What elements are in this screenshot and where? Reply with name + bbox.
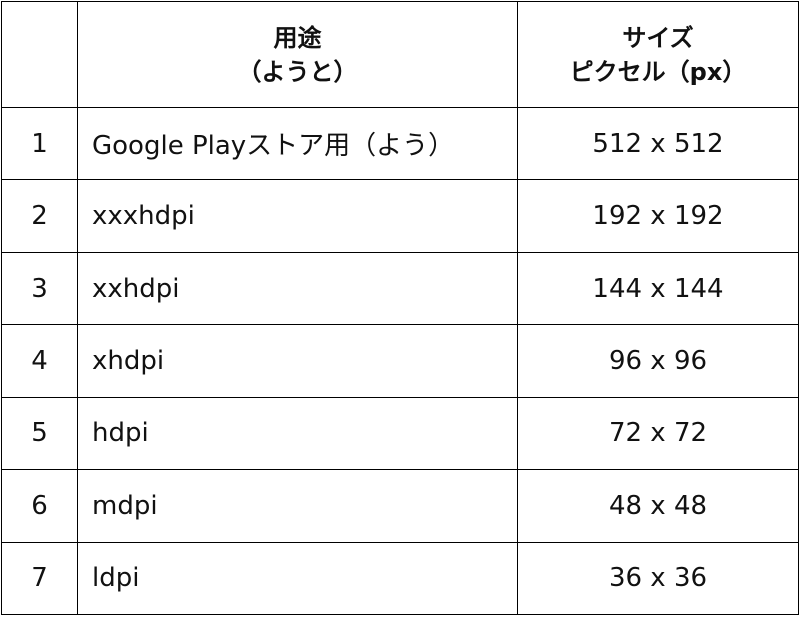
table-row: 5 hdpi 72 x 72 xyxy=(1,396,799,471)
row-number: 3 xyxy=(1,251,78,326)
table-header: 用途 （ようと） サイズ ピクセル（px） xyxy=(1,1,799,108)
row-number: 6 xyxy=(1,469,78,543)
row-size: 192 x 192 xyxy=(517,179,799,253)
row-size: 512 x 512 xyxy=(517,106,799,181)
row-use: Google Playストア用（よう） xyxy=(77,106,518,181)
header-use-label: 用途 xyxy=(273,23,322,52)
row-size: 36 x 36 xyxy=(517,541,799,616)
row-use: mdpi xyxy=(77,469,518,543)
row-size: 48 x 48 xyxy=(517,469,799,543)
row-number: 7 xyxy=(1,541,78,616)
table-body: 1 Google Playストア用（よう） 512 x 512 2 xxxhdp… xyxy=(1,106,799,616)
row-use: xxhdpi xyxy=(77,251,518,326)
header-use-cell: 用途 （ようと） xyxy=(77,1,518,108)
header-size-unit: ピクセル（px） xyxy=(569,57,747,86)
row-use: hdpi xyxy=(77,396,518,471)
row-size: 96 x 96 xyxy=(517,324,799,398)
table-row: 4 xhdpi 96 x 96 xyxy=(1,324,799,398)
header-number-cell xyxy=(1,1,78,108)
table-row: 6 mdpi 48 x 48 xyxy=(1,469,799,543)
row-number: 1 xyxy=(1,106,78,181)
row-number: 5 xyxy=(1,396,78,471)
row-use: ldpi xyxy=(77,541,518,616)
header-size-cell: サイズ ピクセル（px） xyxy=(517,1,799,108)
table-row: 7 ldpi 36 x 36 xyxy=(1,541,799,616)
row-use: xhdpi xyxy=(77,324,518,398)
table-row: 3 xxhdpi 144 x 144 xyxy=(1,251,799,326)
row-number: 2 xyxy=(1,179,78,253)
row-use: xxxhdpi xyxy=(77,179,518,253)
header-row: 用途 （ようと） サイズ ピクセル（px） xyxy=(1,1,799,108)
row-size: 72 x 72 xyxy=(517,396,799,471)
header-size-label: サイズ xyxy=(622,23,694,52)
row-size: 144 x 144 xyxy=(517,251,799,326)
table-row: 2 xxxhdpi 192 x 192 xyxy=(1,179,799,253)
row-number: 4 xyxy=(1,324,78,398)
header-use-reading: （ようと） xyxy=(237,57,358,86)
table-row: 1 Google Playストア用（よう） 512 x 512 xyxy=(1,106,799,181)
